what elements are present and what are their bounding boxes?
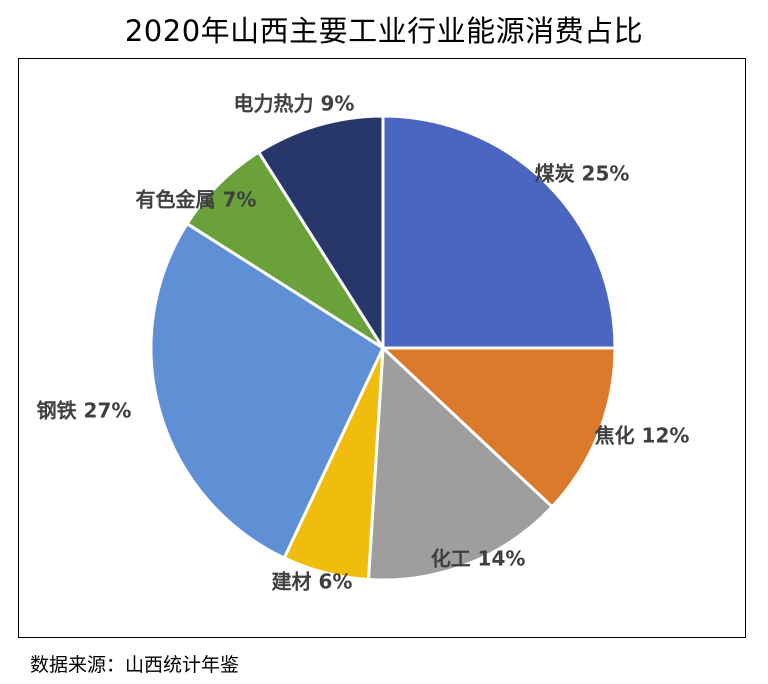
- pie-slice-4: [149, 222, 385, 560]
- slice-label-2: 化工 14%: [431, 547, 526, 571]
- data-source-note: 数据来源：山西统计年鉴: [30, 654, 240, 676]
- chart-title: 2020年山西主要工业行业能源消费占比: [124, 14, 644, 48]
- slice-label-0: 煤炭 25%: [535, 162, 630, 186]
- pie-slice-0: [381, 114, 617, 350]
- pie-slice-6: [257, 114, 385, 350]
- pie-slice-2: [366, 346, 554, 582]
- slice-label-5: 有色金属 7%: [136, 188, 257, 212]
- slice-label-4: 钢铁 27%: [37, 399, 132, 423]
- slice-label-6: 电力热力 9%: [234, 92, 355, 116]
- plot-area: [18, 58, 746, 638]
- slice-label-1: 焦化 12%: [595, 424, 690, 448]
- slice-label-3: 建材 6%: [272, 570, 353, 594]
- pie-slice-1: [381, 346, 617, 509]
- pie-slice-5: [185, 150, 385, 350]
